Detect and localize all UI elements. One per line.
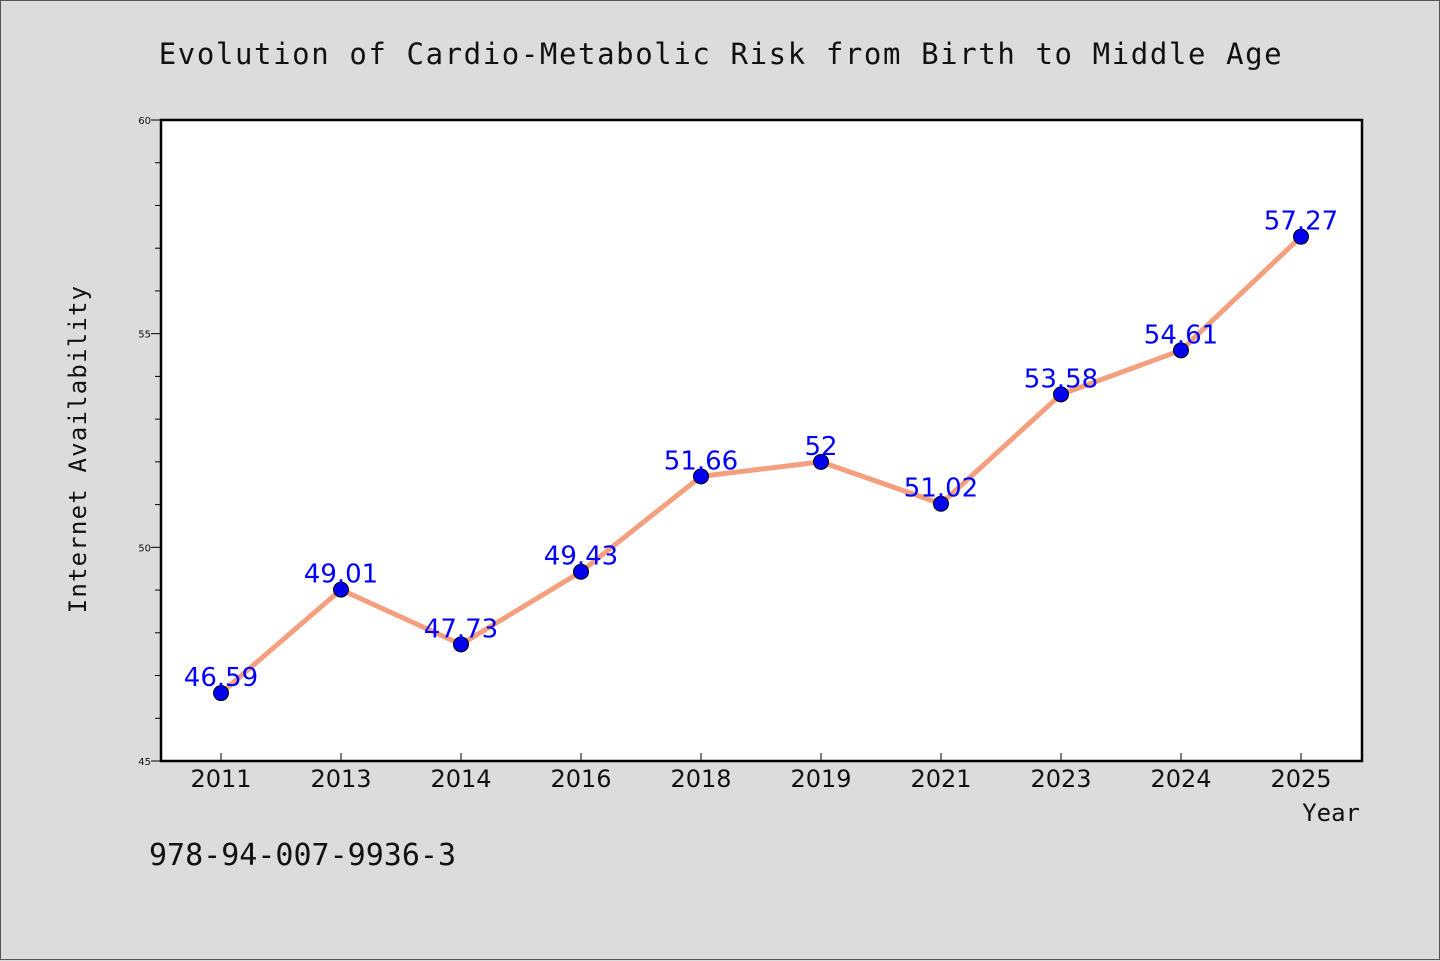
data-point xyxy=(573,563,589,580)
x-axis-label: Year xyxy=(1302,799,1360,827)
y-tick-label: 60 xyxy=(138,116,151,127)
data-label: 51.02 xyxy=(904,474,978,504)
data-label: 53.58 xyxy=(1024,364,1098,394)
y-tick-label: 50 xyxy=(138,543,151,554)
y-tick-label: 45 xyxy=(138,757,151,768)
data-label: 57.27 xyxy=(1264,207,1338,237)
data-point xyxy=(453,636,469,653)
data-label: 49.01 xyxy=(304,560,378,590)
data-point xyxy=(693,468,709,485)
x-tick-label: 2021 xyxy=(910,765,971,793)
chart-title: Evolution of Cardio-Metabolic Risk from … xyxy=(159,37,1284,71)
data-label: 47.73 xyxy=(424,614,498,644)
x-tick-label: 2011 xyxy=(190,765,251,793)
x-tick-label: 2016 xyxy=(550,765,611,793)
y-axis-label: Internet Availability xyxy=(64,285,92,614)
data-label: 49.43 xyxy=(544,542,618,572)
y-tick-label: 55 xyxy=(138,330,151,341)
data-point xyxy=(813,453,829,470)
x-axis: 2011 2013 2014 2016 2018 2019 2021 2023 2024 2025 xyxy=(190,753,1332,793)
data-label: 52 xyxy=(804,432,837,462)
x-tick-label: 2013 xyxy=(310,765,371,793)
data-label: 54.61 xyxy=(1144,320,1218,350)
data-point xyxy=(1293,228,1309,245)
x-tick-label: 2018 xyxy=(670,765,731,793)
data-point xyxy=(1173,342,1189,359)
data-point xyxy=(333,581,349,598)
data-point xyxy=(1053,386,1069,403)
plot-area xyxy=(159,118,1364,763)
x-tick-label: 2023 xyxy=(1030,765,1091,793)
x-tick-label: 2025 xyxy=(1270,765,1331,793)
data-label: 51.66 xyxy=(664,446,738,476)
series-line xyxy=(218,234,1304,696)
x-tick-label: 2024 xyxy=(1150,765,1211,793)
data-point xyxy=(933,495,949,512)
data-point xyxy=(213,685,229,702)
series: 46.59 49.01 47.73 49.43 51.66 52 51.02 53.58 54.… xyxy=(184,207,1338,702)
x-tick-label: 2019 xyxy=(790,765,851,793)
x-tick-label: 2014 xyxy=(430,765,491,793)
y-axis: 45 50 55 60 xyxy=(138,116,161,768)
data-label: 46.59 xyxy=(184,663,258,693)
isbn-text: 978-94-007-9936-3 xyxy=(149,838,456,873)
